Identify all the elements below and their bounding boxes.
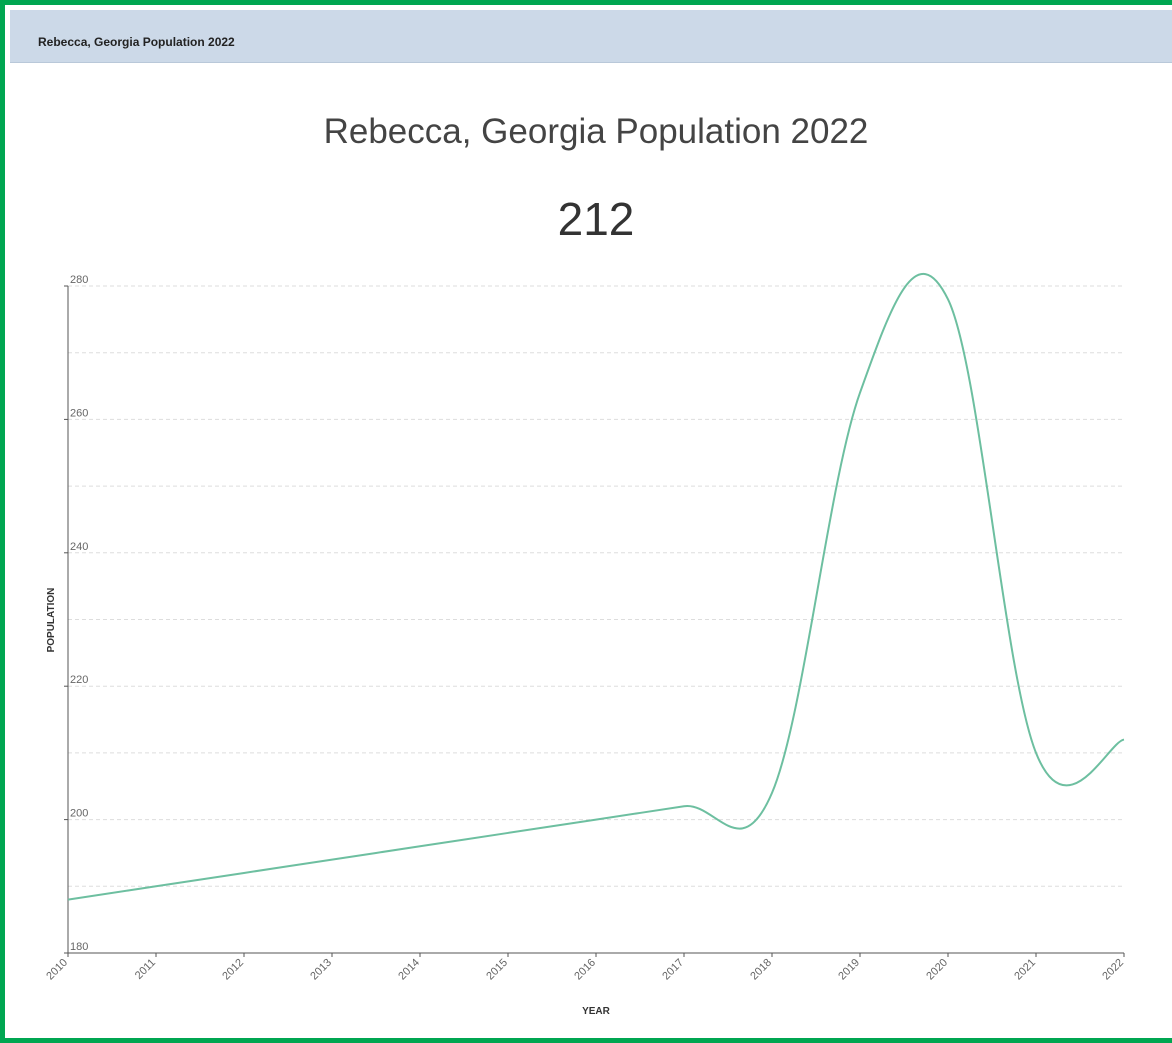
y-tick-label: 280: [70, 274, 88, 286]
population-value: 212: [557, 193, 635, 245]
x-tick-label: 2012: [220, 957, 246, 983]
x-tick-label: 2014: [396, 957, 422, 983]
x-tick-label: 2013: [308, 957, 334, 983]
tick-labels: 180 200 220 240 260 280 2010 2011 2012 2013 2014 20…: [44, 274, 1126, 982]
x-tick-label: 2020: [924, 957, 950, 983]
x-tick-label: 2021: [1012, 957, 1038, 983]
x-axis-title: YEAR: [582, 1006, 611, 1017]
x-tick-label: 2018: [748, 957, 774, 983]
y-axis-title: POPULATION: [46, 588, 57, 653]
y-tick-label: 220: [70, 674, 88, 686]
y-tick-label: 180: [70, 941, 88, 953]
series-layer: [67, 273, 1125, 901]
y-tick-label: 240: [70, 541, 88, 553]
grid-lines: [68, 285, 1124, 887]
x-tick-label: 2019: [836, 957, 862, 983]
x-tick-label: 2011: [133, 957, 158, 982]
x-tick-label: 2015: [484, 957, 510, 983]
series-line: [67, 273, 1125, 901]
x-tick-label: 2016: [572, 957, 598, 983]
y-tick-label: 260: [70, 407, 88, 419]
panel-title: Rebecca, Georgia Population 2022: [38, 35, 235, 49]
chart-title: Rebecca, Georgia Population 2022: [323, 112, 869, 151]
panel-header: Rebecca, Georgia Population 2022: [10, 10, 1172, 63]
x-tick-label: 2010: [44, 957, 70, 983]
x-tick-label: 2022: [1100, 957, 1126, 983]
x-tick-label: 2017: [660, 957, 686, 983]
y-tick-label: 200: [70, 808, 88, 820]
axes: [64, 285, 1125, 957]
